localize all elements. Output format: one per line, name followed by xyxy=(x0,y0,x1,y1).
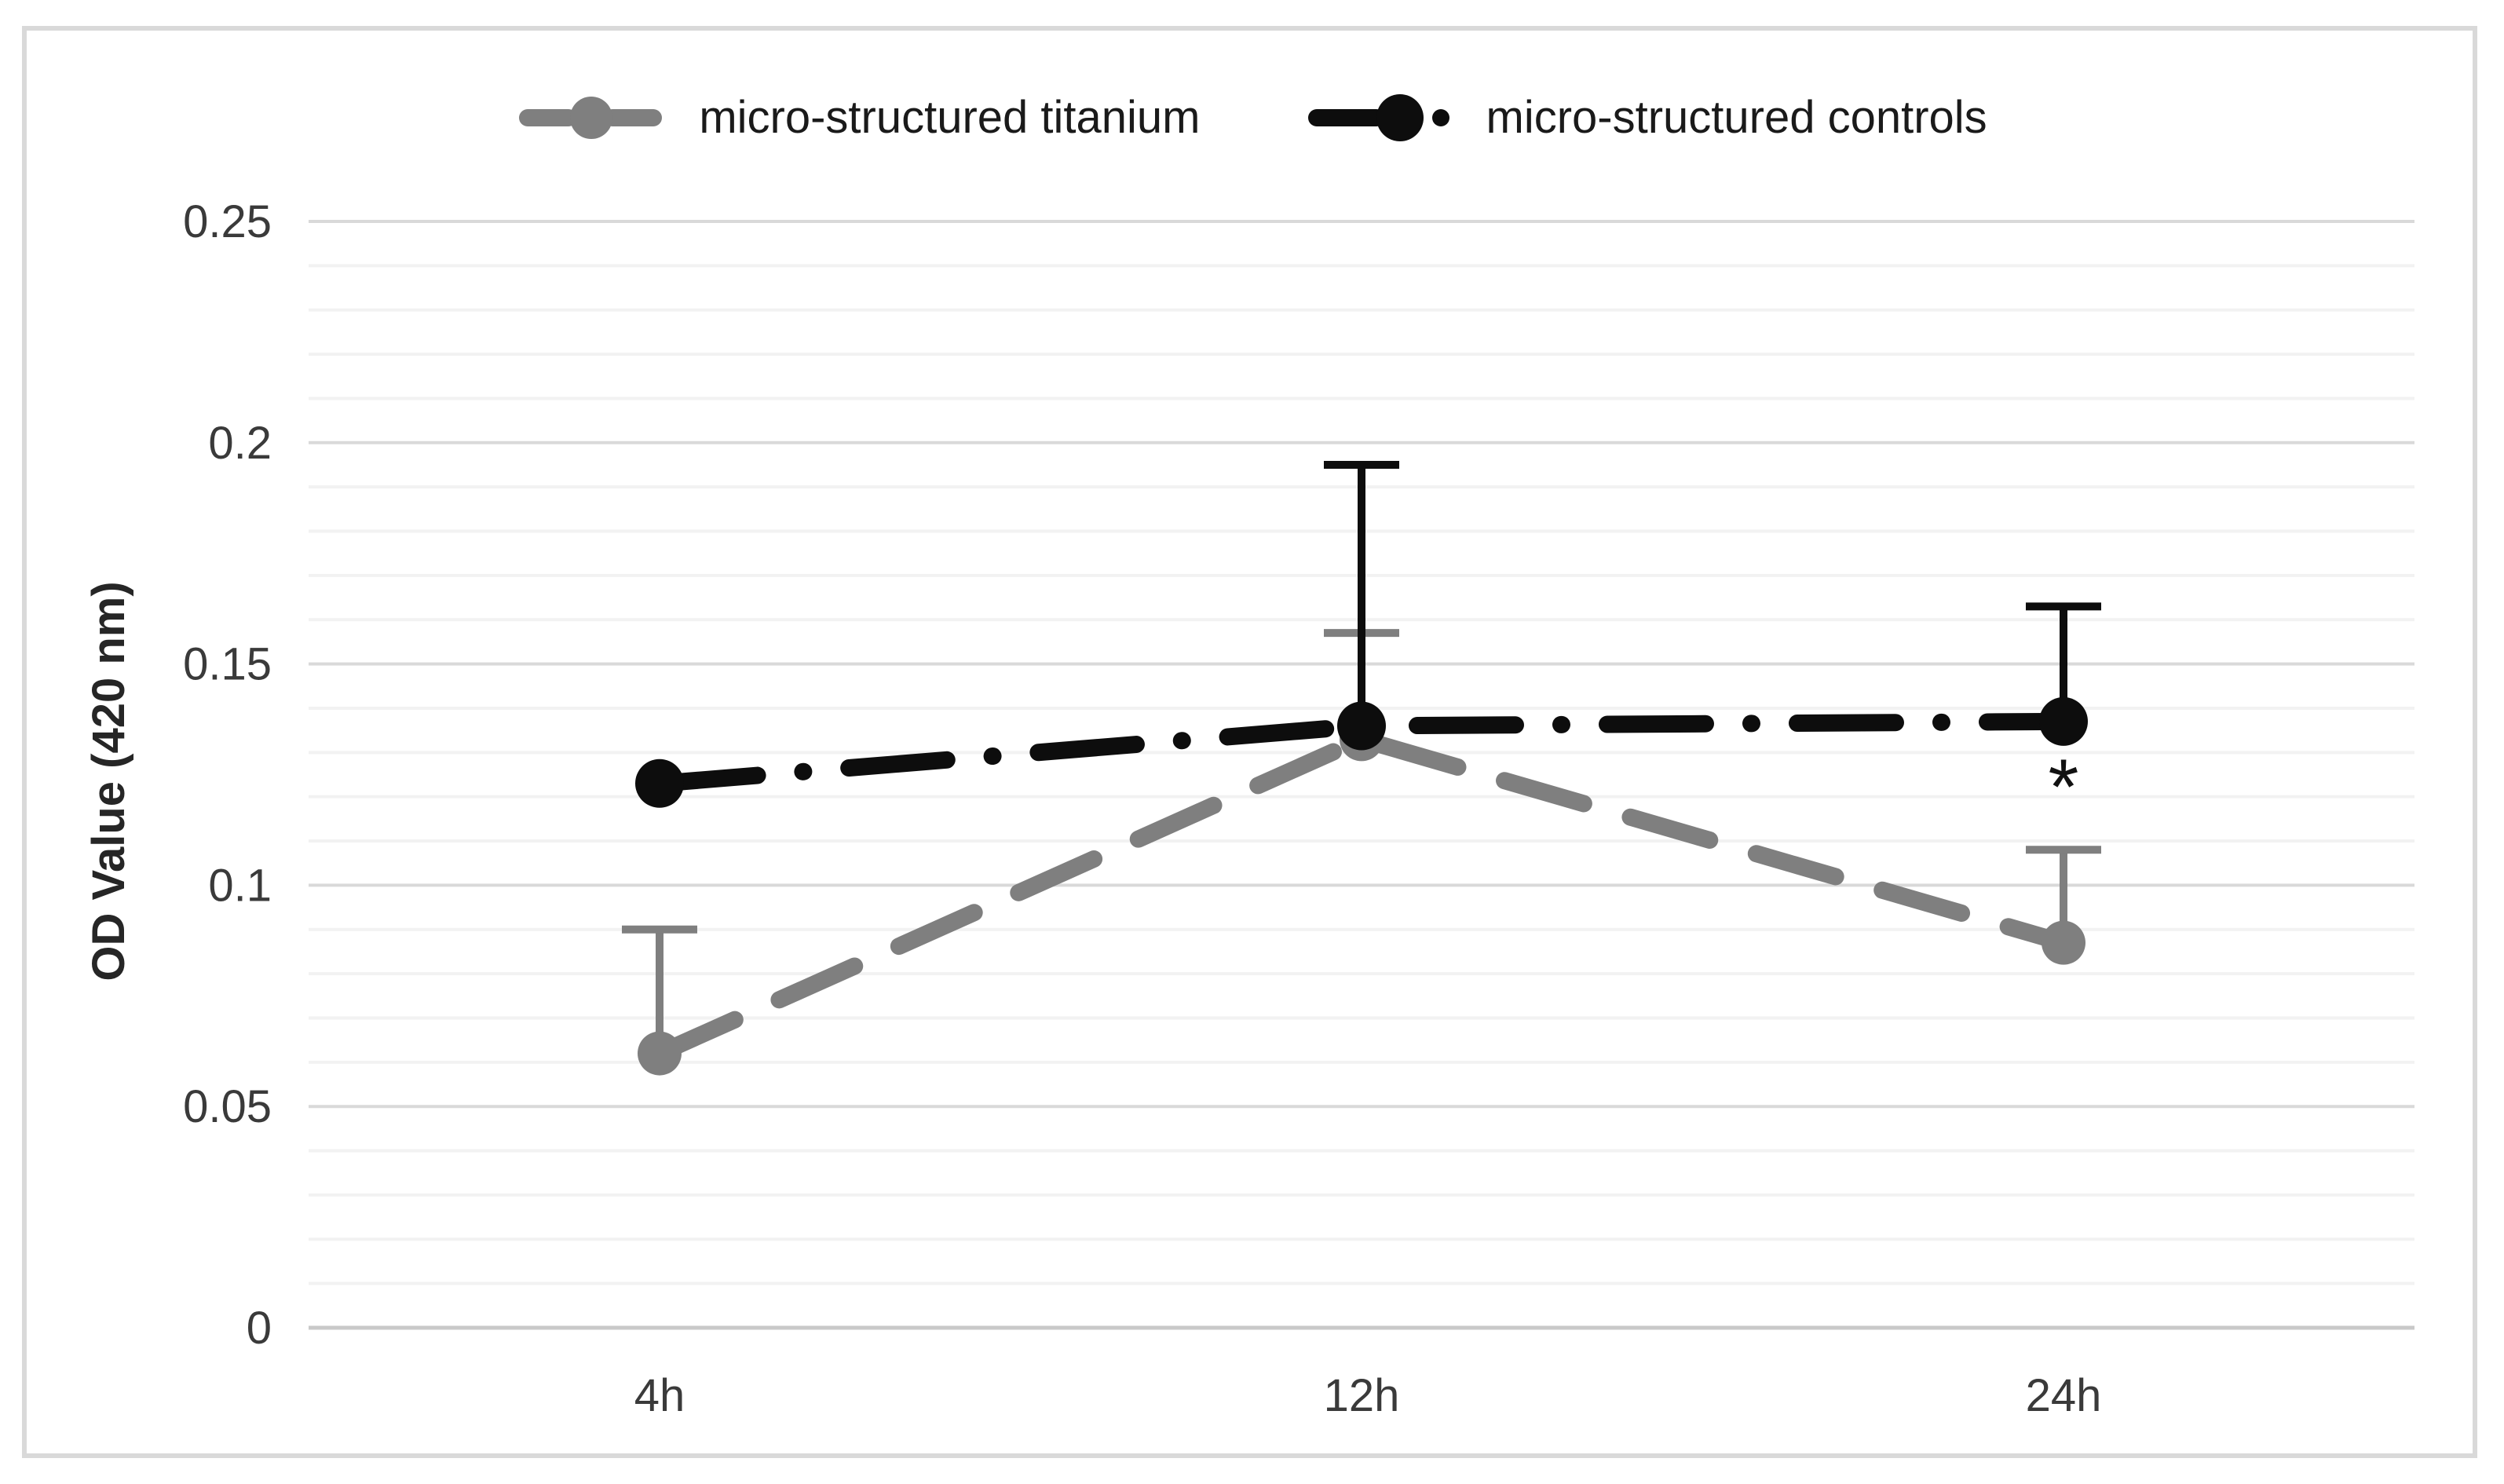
x-tick-label: 4h xyxy=(634,1370,685,1421)
series-layer xyxy=(622,460,2101,1076)
titanium-line-swatch xyxy=(519,96,664,139)
legend-item-controls: micro-structured controls xyxy=(1304,91,1987,144)
legend-label-titanium: micro-structured titanium xyxy=(699,92,1201,143)
y-tick-label: 0.05 xyxy=(183,1081,272,1132)
y-tick-label: 0.15 xyxy=(183,639,272,690)
controls-dot-sample xyxy=(1431,108,1449,126)
y-tick-label: 0 xyxy=(247,1303,272,1354)
y-tick-label: 0.2 xyxy=(208,418,272,469)
figure-border xyxy=(22,26,2477,1458)
axis-labels-layer: 0.25 0.2 0.15 0.1 0.05 0 4h 12h 24h OD Value (420… xyxy=(83,196,2101,1421)
series-controls xyxy=(635,460,2101,808)
controls-marker-sample xyxy=(1376,93,1424,141)
series-line xyxy=(651,712,2072,792)
y-axis-title: OD Value (420 nm) xyxy=(83,581,134,981)
data-point-marker xyxy=(2042,920,2085,965)
titanium-marker-sample xyxy=(570,96,613,139)
controls-line-swatch xyxy=(1307,93,1449,141)
data-point-marker xyxy=(2039,696,2088,746)
y-tick-label: 0.25 xyxy=(183,196,272,247)
x-tick-label: 24h xyxy=(2026,1370,2102,1421)
y-tick-label: 0.1 xyxy=(208,860,272,911)
gridlines xyxy=(309,220,2414,1330)
legend-item-titanium: micro-structured titanium xyxy=(517,91,1201,144)
data-point-marker xyxy=(1337,701,1386,751)
legend-label-controls: micro-structured controls xyxy=(1486,92,1987,143)
x-tick-label: 12h xyxy=(1324,1370,1400,1421)
annotation-layer: * xyxy=(2049,744,2079,832)
series-line xyxy=(651,729,2072,1062)
data-point-marker xyxy=(638,1031,682,1076)
legend: micro-structured titanium micro-structur… xyxy=(0,91,2504,144)
data-point-marker xyxy=(635,758,684,808)
significance-asterisk: * xyxy=(2049,744,2079,832)
